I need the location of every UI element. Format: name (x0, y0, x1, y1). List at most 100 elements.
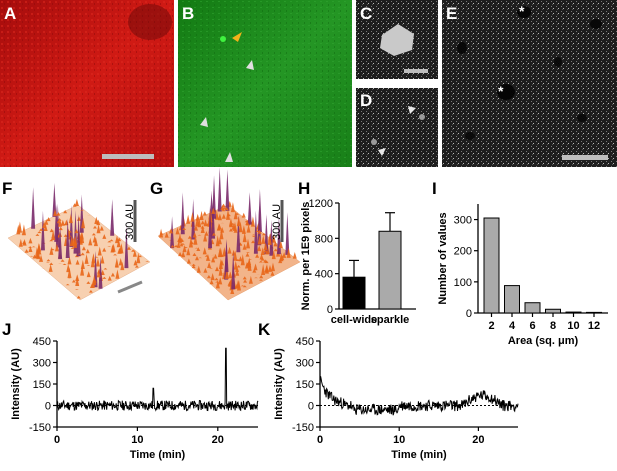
surface-spike (278, 257, 283, 264)
y-tick-label: 0 (327, 304, 333, 316)
surface-spike (285, 212, 290, 255)
surface-spike (261, 263, 266, 275)
surface-spike (48, 264, 53, 272)
surface-spike (18, 238, 23, 247)
surface-spike (215, 281, 220, 283)
scale-bar (117, 280, 143, 294)
surface-spike (231, 251, 236, 290)
bar (483, 217, 500, 314)
x-tick-label: 4 (509, 320, 516, 332)
bar (586, 311, 602, 314)
surface-spike (80, 252, 85, 256)
surface-spike (168, 228, 173, 234)
panel-label-b: B (182, 4, 194, 23)
surface-spike (257, 229, 262, 234)
surface-spikes (16, 182, 150, 299)
surface-spike (236, 216, 241, 227)
asterisk-marker: * (519, 3, 525, 19)
surface-spike (251, 234, 256, 236)
surface-spike (248, 275, 253, 284)
panel-label-d: D (360, 91, 372, 110)
surface-spike (65, 283, 70, 286)
surface-spike (88, 237, 93, 246)
surface-spike (193, 224, 198, 231)
surface-spike (202, 211, 207, 216)
surface-spike (191, 265, 196, 269)
dark-vessel (590, 19, 602, 29)
surface-spike (75, 259, 80, 265)
panel-b: B (178, 0, 352, 167)
surface-spike (91, 253, 96, 264)
surface-spike (75, 276, 80, 286)
asterisk-marker: * (498, 83, 504, 99)
panel-label-a: A (4, 4, 16, 23)
surface-spike (242, 276, 247, 280)
surface-spike (251, 240, 256, 244)
x-tick-label: 6 (529, 320, 535, 332)
surface-spike (45, 261, 50, 263)
surface-spike (216, 226, 221, 231)
surface-spike (245, 252, 250, 254)
surface-spike (224, 206, 229, 211)
surface-spike (84, 254, 89, 264)
surface-spike (257, 245, 262, 252)
surface-spike (22, 238, 27, 246)
surface-spike (177, 237, 182, 241)
panel-label-c: C (360, 4, 372, 23)
panel-c: C (356, 0, 438, 79)
surface-spike (203, 267, 208, 273)
surface-spike (221, 213, 226, 219)
surface-spike (211, 198, 216, 239)
surface-spike (43, 223, 48, 232)
surface-spike (263, 259, 268, 263)
surface-spike (63, 210, 68, 214)
surface-spike (46, 259, 51, 262)
surface-spike (190, 212, 195, 222)
surface-spike (60, 219, 65, 226)
surface-spike (186, 258, 191, 264)
y-tick-label: 150 (33, 379, 51, 391)
surface-spike (209, 279, 214, 285)
surface-spike (116, 238, 121, 248)
surface-spike (257, 235, 262, 245)
surface-spike (211, 232, 216, 236)
surface-spike (251, 235, 256, 237)
surface-spike (24, 249, 29, 253)
surface-spike (227, 246, 232, 254)
surface-spike (218, 247, 223, 258)
spot (371, 139, 377, 145)
bar (545, 308, 561, 314)
y-tick-label: 450 (296, 336, 314, 348)
surface-spike (232, 221, 237, 232)
dark-vessel (577, 114, 587, 122)
surface-spike (195, 256, 200, 261)
surface-spike (222, 247, 227, 257)
y-axis-label: Intensity (AU) (273, 348, 285, 420)
surface-spike (238, 221, 243, 233)
surface-spike (270, 271, 275, 276)
surface-spike (74, 229, 79, 234)
surface-spike (175, 227, 180, 235)
surface-spike (76, 216, 81, 221)
surface-spike (51, 229, 56, 241)
surface-spike (240, 254, 245, 266)
surface-spike (243, 279, 248, 283)
surface-spike (67, 267, 72, 278)
x-tick-label: 0 (54, 434, 60, 446)
surface-spike (170, 245, 175, 248)
bar (565, 311, 582, 314)
surface-spike (231, 249, 236, 256)
surface-spike (260, 247, 265, 256)
series-line (319, 376, 519, 416)
surface-spike (265, 249, 270, 255)
bar (504, 285, 520, 314)
surface-spikes (159, 167, 297, 294)
surface-spike (46, 217, 51, 222)
surface-spike (109, 239, 114, 242)
surface-spike (246, 224, 251, 233)
scale-label: 300 AU (271, 204, 283, 240)
surface-spike (67, 256, 72, 265)
surface-spike (217, 167, 222, 212)
spot (419, 114, 425, 120)
